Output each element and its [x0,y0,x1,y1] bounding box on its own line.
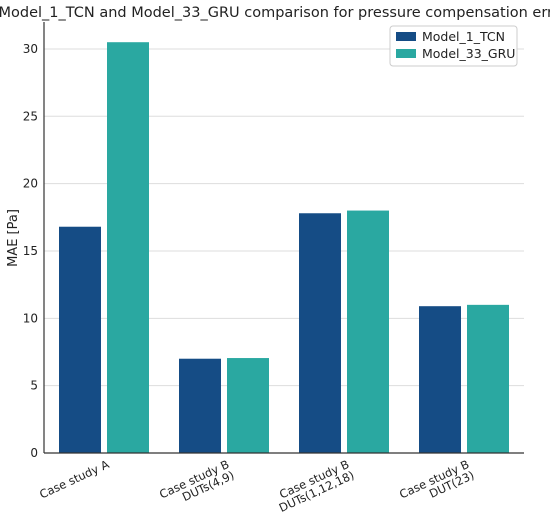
y-axis-label: MAE [Pa] [6,209,21,267]
bar [227,358,269,453]
legend-box [389,25,518,67]
y-axis-ticks: 0 5 10 15 20 25 30 [23,42,38,460]
y-tick-label: 10 [23,311,38,325]
legend-swatch [396,32,416,41]
chart-title: Model_1_TCN and Model_33_GRU comparison … [0,5,550,21]
legend: Model_1_TCN Model_33_GRU [389,25,518,67]
bar [419,306,461,453]
y-tick-label: 15 [23,244,38,258]
legend-label: Model_33_GRU [422,46,515,61]
x-tick-label: Case study A [37,457,111,502]
x-tick-label: Case study BDUT(23) [397,457,476,512]
legend-swatch [396,49,416,58]
y-tick-label: 30 [23,42,38,56]
legend-label: Model_1_TCN [422,29,505,44]
x-tick-label: Case study BDUTs(4,9) [157,457,236,512]
bar [179,358,221,453]
bar [59,226,101,453]
bar [107,42,149,453]
x-tick-label: Case study BDUTs(1,12,18) [272,457,357,515]
y-tick-label: 20 [23,177,38,191]
bar [467,304,509,453]
bar [299,213,341,453]
y-tick-label: 5 [30,379,38,393]
bar [347,210,389,453]
y-tick-label: 25 [23,109,38,123]
bars [59,42,509,453]
y-tick-label: 0 [30,446,38,460]
x-axis-ticks: Case study A Case study BDUTs(4,9) Case st… [37,457,476,515]
